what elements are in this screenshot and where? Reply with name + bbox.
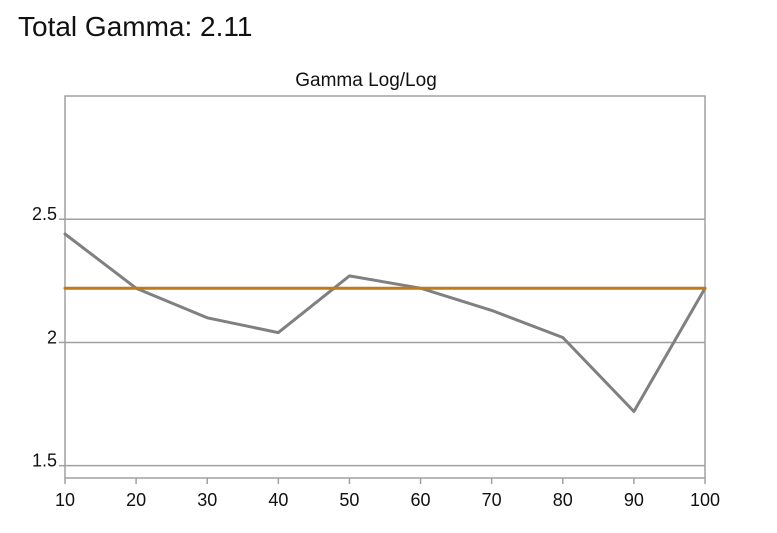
x-tick-label: 30 xyxy=(197,490,217,510)
x-tick-label: 40 xyxy=(268,490,288,510)
page-title: Total Gamma: 2.11 xyxy=(18,11,253,42)
x-tick-label: 50 xyxy=(339,490,359,510)
measured-gamma-line xyxy=(63,232,707,413)
x-tick-label: 100 xyxy=(690,490,720,510)
x-tick-label: 80 xyxy=(553,490,573,510)
x-tick-label: 70 xyxy=(482,490,502,510)
x-tick-label: 90 xyxy=(624,490,644,510)
x-tick-label: 60 xyxy=(411,490,431,510)
axis-labels: 1.5 2 2.5 10 20 30 40 50 60 70 80 90 100 xyxy=(32,204,720,510)
y-tick-label: 2 xyxy=(47,327,57,347)
gridlines xyxy=(59,218,706,484)
chart-title: Gamma Log/Log xyxy=(295,70,437,91)
x-tick-label: 20 xyxy=(126,490,146,510)
series-lines xyxy=(63,232,707,413)
x-tick-label: 10 xyxy=(55,490,75,510)
y-tick-label: 1.5 xyxy=(32,451,57,471)
y-tick-label: 2.5 xyxy=(32,204,57,224)
